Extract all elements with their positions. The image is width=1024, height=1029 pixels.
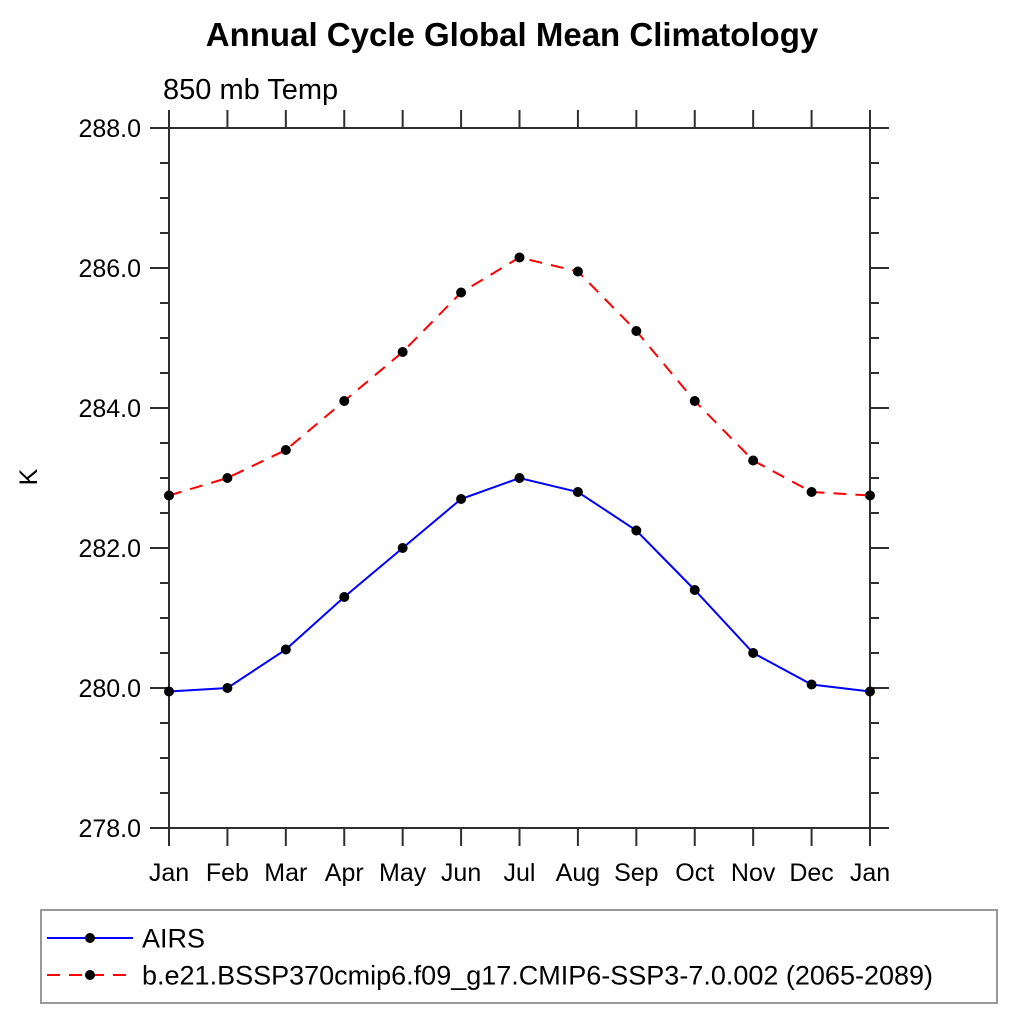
x-tick-label: Jul: [504, 859, 536, 887]
legend-marker-airs-icon: [85, 933, 95, 943]
data-point-marker: [806, 679, 817, 690]
data-point-marker: [572, 266, 583, 277]
x-tick-label: Dec: [789, 859, 833, 887]
data-point-marker: [806, 487, 817, 497]
y-tick-label: 280.0: [78, 675, 141, 703]
chart-title: Annual Cycle Global Mean Climatology: [206, 16, 819, 53]
x-tick-label: Nov: [731, 859, 776, 887]
x-tick-label: Sep: [614, 859, 658, 887]
series-line-airs: [168, 476, 871, 693]
legend-label-airs: AIRS: [142, 923, 205, 953]
y-tick-label: 288.0: [78, 115, 141, 143]
chart-subtitle: 850 mb Temp: [163, 74, 338, 106]
data-point-marker: [631, 525, 642, 536]
data-point-marker: [748, 455, 759, 466]
legend-border: [40, 909, 998, 1004]
data-point-marker: [280, 445, 291, 455]
plot-axes: Jan Feb Mar Apr May Jun Jul Aug Sep Oct Nov Dec Jan 2…: [78, 110, 890, 887]
x-tick-label: Aug: [556, 859, 600, 887]
data-point-marker: [164, 686, 174, 697]
data-point-marker: [456, 287, 467, 298]
x-tick-label: Mar: [264, 859, 307, 887]
x-tick-label: Apr: [325, 859, 364, 887]
data-point-marker: [397, 347, 408, 357]
y-tick-label: 278.0: [78, 815, 141, 843]
y-tick-label: 286.0: [78, 255, 141, 283]
x-tick-label: Oct: [675, 859, 714, 887]
data-point-marker: [572, 487, 583, 497]
y-axis-label: K: [15, 468, 43, 485]
data-point-marker: [222, 473, 233, 483]
legend-marker-model-icon: [85, 970, 95, 980]
data-point-marker: [339, 396, 350, 406]
data-point-marker: [865, 490, 875, 501]
legend-box: AIRS b.e21.BSSP370cmip6.f09_g17.CMIP6-SS…: [40, 909, 998, 1004]
x-tick-label: Feb: [206, 859, 249, 887]
data-point-marker: [865, 686, 875, 697]
data-point-marker: [631, 326, 642, 336]
x-tick-label: Jan: [149, 859, 189, 887]
data-point-marker: [280, 644, 291, 655]
data-point-marker: [514, 252, 525, 263]
data-point-marker: [689, 585, 700, 595]
series-line-model: [168, 256, 871, 497]
x-tick-label: Jun: [441, 859, 481, 887]
data-point-marker: [456, 494, 467, 504]
data-point-marker: [514, 473, 525, 483]
legend-label-model: b.e21.BSSP370cmip6.f09_g17.CMIP6-SSP3-7.…: [142, 960, 933, 990]
x-tick-label: May: [379, 859, 427, 887]
data-point-marker: [164, 490, 174, 501]
data-point-marker: [748, 648, 759, 658]
data-point-marker: [339, 592, 350, 602]
data-point-marker: [397, 543, 408, 553]
x-tick-label: Jan: [850, 859, 890, 887]
plot-series: [164, 252, 875, 697]
y-tick-label: 282.0: [78, 535, 141, 563]
data-point-marker: [689, 396, 700, 406]
data-point-marker: [222, 683, 233, 693]
y-tick-label: 284.0: [78, 395, 141, 423]
